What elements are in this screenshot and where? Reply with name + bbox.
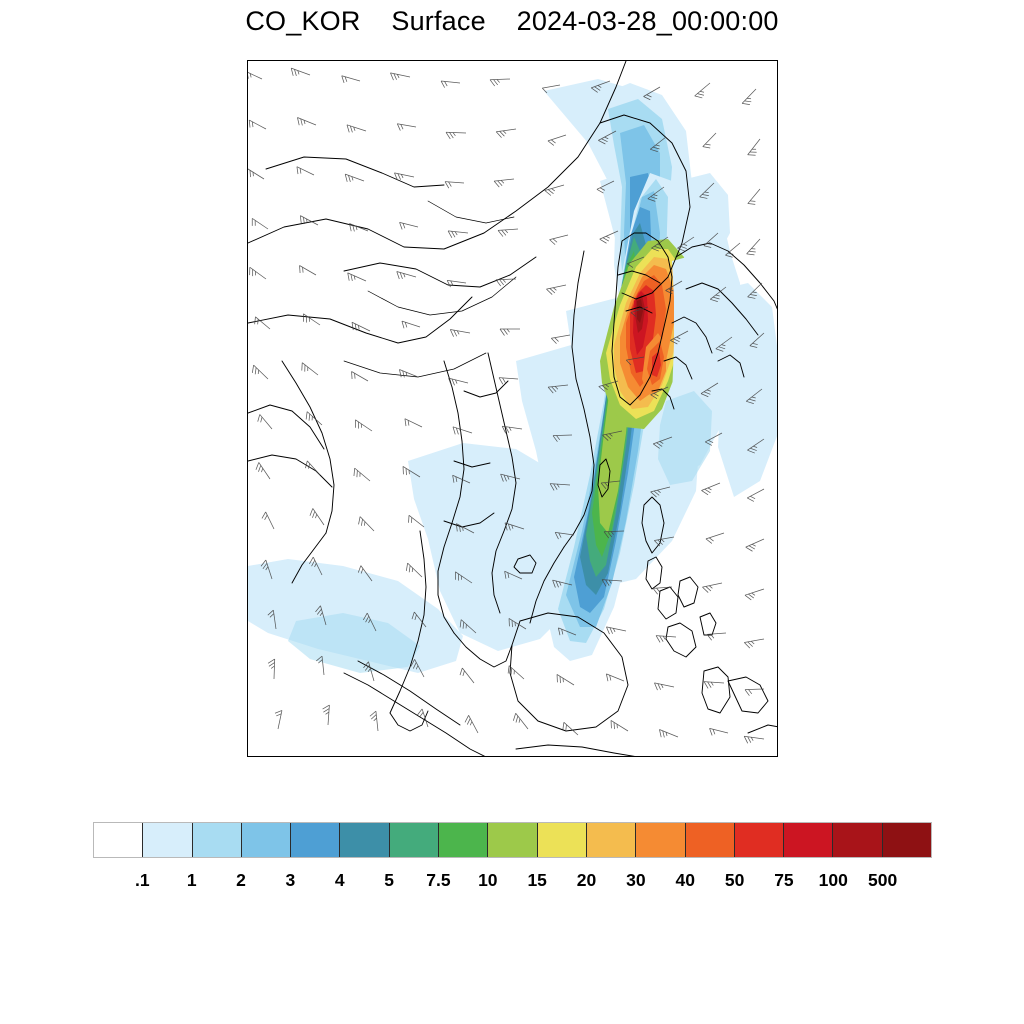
colorbar-label-14: 100 [818, 870, 848, 890]
map-plot-panel[interactable]: 50°N 40°N 30°N 20°N 10°N 0° 100°E 110°E … [247, 60, 778, 757]
colorbar-label-2: 2 [236, 870, 246, 890]
colorbar-cell-11[interactable] [636, 823, 686, 857]
y-tick-0 [247, 676, 248, 677]
colorbar-cell-1[interactable] [143, 823, 193, 857]
coastlines-layer [248, 61, 777, 756]
y-tick-20n [247, 441, 248, 442]
colorbar-label-12: 50 [724, 870, 745, 890]
colorbar-label-8: 15 [527, 870, 547, 890]
y-tick-40n [247, 213, 248, 214]
colorbar-label-7: 10 [478, 870, 498, 890]
colorbar-label-5: 5 [384, 870, 394, 890]
colorbar-cell-4[interactable] [291, 823, 341, 857]
colorbar-label-9: 20 [576, 870, 597, 890]
colorbar-cell-5[interactable] [340, 823, 390, 857]
colorbar-swatches[interactable] [93, 822, 932, 858]
colorbar-cell-2[interactable] [192, 823, 242, 857]
colorbar-label-3: 3 [285, 870, 296, 890]
colorbar-cell-3[interactable] [241, 823, 292, 857]
colorbar-cell-12[interactable] [685, 823, 735, 857]
x-tick-110e [490, 756, 491, 757]
colorbar-cell-7[interactable] [439, 823, 489, 857]
colorbar-label-0: .1 [135, 870, 150, 890]
map-canvas [248, 61, 777, 756]
colorbar-cell-10[interactable] [586, 823, 637, 857]
colorbar-cell-15[interactable] [833, 823, 883, 857]
colorbar-label-15: 500 [868, 870, 898, 890]
shaded-co-field [248, 61, 777, 756]
colorbar-cell-8[interactable] [488, 823, 538, 857]
colorbar-cell-6[interactable] [389, 823, 440, 857]
colorbar-label-1: 1 [186, 870, 197, 890]
page-title: CO_KOR Surface 2024-03-28_00:00:00 [245, 6, 779, 36]
colorbar-label-10: 30 [626, 870, 646, 890]
colorbar-cell-16[interactable] [882, 823, 932, 857]
colorbar-cell-13[interactable] [734, 823, 785, 857]
colorbar-cell-0[interactable] [94, 823, 144, 857]
x-tick-120e [617, 756, 618, 757]
y-tick-10n [247, 558, 248, 559]
x-tick-100e [364, 756, 365, 757]
colorbar-label-11: 40 [675, 870, 695, 890]
colorbar-label-6: 7.5 [426, 870, 451, 890]
colorbar-label-4: 4 [334, 870, 345, 890]
colorbar-cell-14[interactable] [784, 823, 834, 857]
colorbar-cell-9[interactable] [537, 823, 587, 857]
y-tick-30n [247, 331, 248, 332]
y-tick-50n [247, 94, 248, 95]
x-tick-130e [743, 756, 744, 757]
colorbar-tick-labels: .1 1 2 3 4 5 7.5 10 15 20 30 40 50 75 100 500 [93, 870, 932, 900]
colorbar: .1 1 2 3 4 5 7.5 10 15 20 30 40 50 75 100 500 [93, 822, 932, 900]
colorbar-label-13: 75 [774, 870, 794, 890]
